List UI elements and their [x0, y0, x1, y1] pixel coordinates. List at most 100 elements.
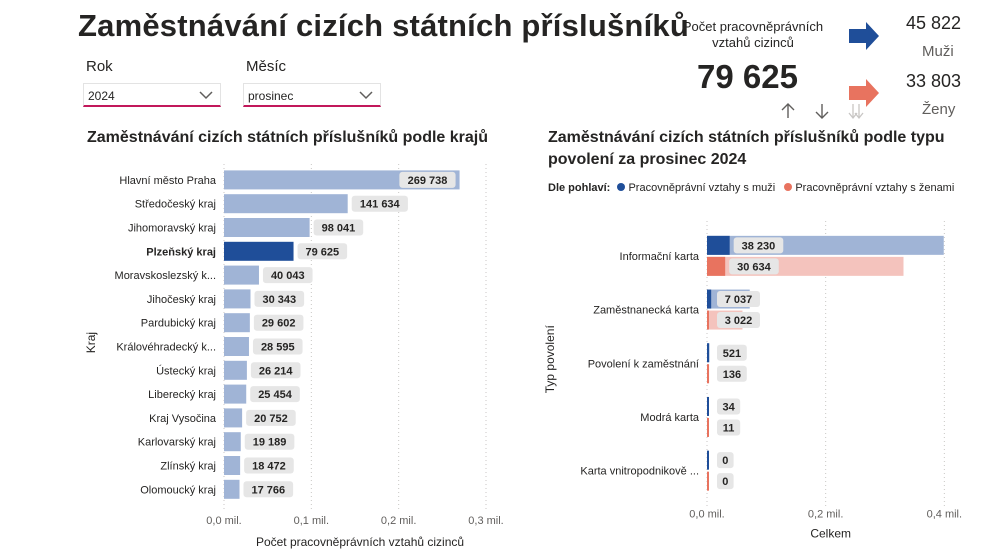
data-label: 20 752	[254, 413, 288, 425]
x-tick-label: 0,3 mil.	[468, 515, 503, 527]
data-label: 34	[722, 401, 735, 413]
y-tick-label: Karlovarský kraj	[138, 437, 216, 449]
expand-all-down-icon[interactable]	[848, 104, 864, 120]
data-label: 29 602	[262, 318, 296, 330]
data-label: 38 230	[742, 240, 776, 252]
x-tick-label: 0,2 mil.	[808, 509, 843, 521]
chart-legend: Dle pohlaví: Pracovněprávní vztahy s muž…	[548, 182, 954, 194]
y-tick-label: Zaměstnanecká karta	[593, 305, 700, 317]
y-tick-label: Královéhradecký k...	[116, 342, 216, 354]
data-label-bg	[313, 219, 364, 236]
data-label: 98 041	[322, 223, 356, 235]
data-label: 141 634	[360, 199, 401, 211]
data-label: 30 634	[737, 261, 772, 273]
x-tick-label: 0,0 mil.	[689, 509, 724, 521]
legend-item-men[interactable]: Pracovněprávní vztahy s muži	[617, 182, 778, 194]
data-label: 30 343	[262, 294, 296, 306]
data-label-bg	[252, 338, 303, 355]
bar	[707, 364, 709, 384]
bar	[707, 396, 709, 416]
drill-up-icon[interactable]	[781, 103, 795, 118]
y-axis-title: Kraj	[84, 332, 98, 353]
data-label-bg	[254, 290, 305, 307]
y-tick-label: Hlavní město Praha	[119, 175, 216, 187]
data-label-bg	[717, 398, 741, 415]
women-label: Ženy	[922, 101, 956, 118]
y-tick-label: Olomoucký kraj	[140, 484, 216, 496]
y-tick-label: Modrá karta	[640, 412, 700, 424]
data-label-bg	[244, 457, 294, 474]
data-label: 0	[722, 455, 728, 467]
bar	[224, 456, 241, 475]
chevron-down-icon	[199, 91, 213, 100]
bar	[707, 310, 709, 330]
x-axis-title: Celkem	[810, 527, 851, 541]
arrow-right-icon	[849, 22, 879, 50]
data-label: 7 037	[725, 294, 753, 306]
region-bar-chart: 0,0 mil. 0,1 mil. 0,2 mil. 0,3 mil. Hlavní m…	[84, 164, 504, 549]
data-label-bg	[717, 344, 747, 361]
legend-dot-icon	[784, 183, 793, 191]
legend-title: Dle pohlaví:	[548, 182, 611, 194]
data-label-bg	[717, 419, 741, 436]
bar	[224, 194, 348, 214]
page-title: Zaměstnávání cizích státních příslušníků	[78, 8, 689, 43]
drill-down-icon[interactable]	[815, 104, 829, 119]
data-label-bg	[297, 243, 348, 260]
bar	[224, 241, 294, 261]
data-label: 0	[722, 476, 728, 488]
data-label-bg	[733, 237, 784, 254]
bar	[707, 450, 709, 470]
y-tick-label: Povolení k zaměstnání	[588, 358, 699, 370]
y-tick-label: Kraj Vysočina	[149, 413, 217, 425]
data-label: 18 472	[252, 461, 286, 473]
data-label-bg	[262, 267, 313, 284]
bar	[224, 218, 310, 237]
data-label-bg	[717, 365, 747, 382]
region-chart-title: Zaměstnávání cizích státních příslušníků…	[87, 129, 488, 146]
bar	[707, 343, 709, 363]
men-value: 45 822	[906, 13, 962, 33]
y-tick-label: Karta vnitropodnikově ...	[580, 466, 699, 478]
legend-item-women[interactable]: Pracovněprávní vztahy s ženami	[784, 182, 954, 194]
y-tick-label: Zlínský kraj	[160, 461, 216, 473]
bar	[707, 417, 709, 437]
men-arrow-shape	[849, 22, 879, 50]
permit-chart-title: Zaměstnávání cizích státních příslušníků…	[548, 129, 945, 168]
bar	[224, 337, 249, 356]
y-tick-label: Jihočeský kraj	[147, 294, 216, 306]
x-tick-label: 0,1 mil.	[294, 515, 329, 527]
data-label-bg	[253, 314, 304, 331]
data-label-bg	[399, 171, 456, 188]
women-value: 33 803	[906, 71, 962, 91]
year-filter-value: 2024	[88, 89, 115, 103]
y-tick-label: Moravskoslezský k...	[115, 270, 216, 282]
month-filter-label: Měsíc	[246, 58, 287, 75]
bar	[224, 289, 251, 309]
bar	[224, 479, 240, 499]
data-label: 25 454	[258, 389, 293, 401]
bar	[707, 471, 709, 491]
bar	[707, 235, 730, 255]
women-arrow-shape	[849, 79, 879, 107]
bar	[224, 360, 247, 380]
arrow-right-icon	[849, 79, 879, 107]
data-label: 521	[723, 348, 741, 360]
data-label-bg	[717, 291, 760, 308]
bar	[224, 313, 250, 333]
year-filter-dropdown[interactable]: 2024	[83, 83, 221, 107]
kpi-total-value: 79 625	[697, 58, 798, 95]
bar	[224, 432, 241, 452]
bar	[707, 256, 726, 276]
x-tick-label: 0,4 mil.	[927, 509, 962, 521]
month-filter-dropdown[interactable]: prosinec	[243, 83, 381, 107]
data-label-bg	[351, 195, 408, 212]
data-label-bg	[717, 312, 760, 329]
data-label: 269 738	[408, 175, 448, 187]
drill-icons	[781, 103, 864, 120]
data-label-bg	[250, 386, 300, 403]
data-label: 19 189	[253, 437, 287, 449]
data-label: 79 625	[306, 246, 340, 258]
men-label: Muži	[922, 43, 954, 60]
data-label-bg	[246, 409, 296, 426]
